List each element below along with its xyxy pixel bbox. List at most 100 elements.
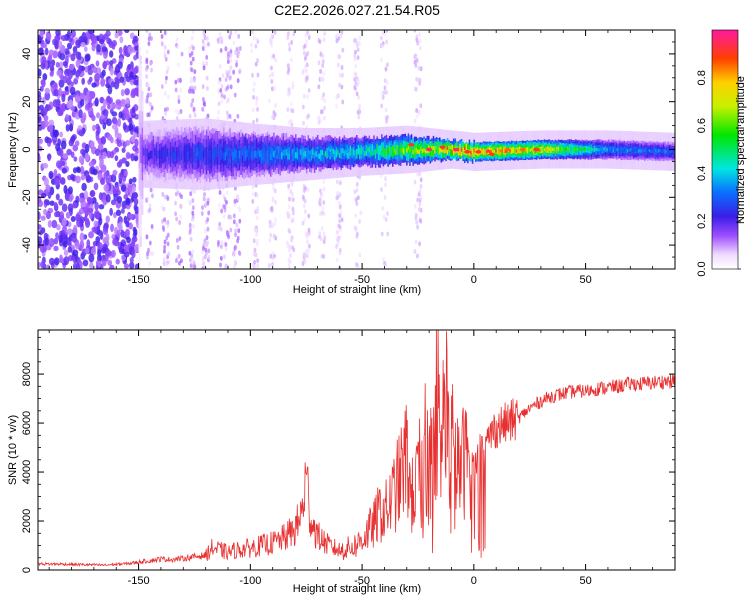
spectrogram-cell xyxy=(305,249,308,254)
spectrogram-cell xyxy=(45,210,52,220)
snr-x-axis-title: Height of straight line (km) xyxy=(293,583,421,595)
spectrogram-cell xyxy=(426,148,429,153)
spectrogram-cell xyxy=(338,54,342,60)
spectrogram-cell xyxy=(118,221,123,230)
spectrogram-cell xyxy=(55,61,61,68)
spectrogram-cell xyxy=(190,84,194,90)
spectrogram-cell xyxy=(133,204,138,211)
spectrogram-cell xyxy=(225,190,229,196)
spectrogram-cell xyxy=(302,203,306,209)
spectrogram-cell xyxy=(528,148,530,152)
spectrogram-cell xyxy=(335,257,339,263)
spectrogram-cell xyxy=(503,148,505,152)
spectrogram-cell xyxy=(88,30,94,35)
spectrogram-cell xyxy=(58,198,64,206)
spectrogram-cell xyxy=(351,148,353,154)
spectrogram-cell xyxy=(601,148,604,152)
spectrogram-cell xyxy=(485,150,488,154)
spectrogram-cell xyxy=(253,81,256,87)
spectrogram-cell xyxy=(451,144,454,152)
colorbar-gradient xyxy=(711,29,739,270)
spectrogram-cell xyxy=(273,30,277,35)
spectrogram-cell xyxy=(346,152,349,158)
spectrogram-cell xyxy=(66,148,73,156)
spectrogram-cell xyxy=(205,36,209,42)
spectrogram-cell xyxy=(198,150,200,160)
spectrogram-cell xyxy=(269,253,273,259)
spectrogram-cell xyxy=(232,69,236,75)
spectrogram-cell xyxy=(162,206,166,212)
spectrogram-cell xyxy=(189,60,193,66)
spectrogram-cell xyxy=(592,148,594,152)
spectrogram-cell xyxy=(418,149,421,155)
spectrogram-cell xyxy=(84,54,90,62)
spectrogram-cell xyxy=(274,199,277,205)
spectrogram-cell xyxy=(334,151,336,157)
spectrogram-cell xyxy=(329,151,332,158)
spectrogram-cell xyxy=(251,191,255,197)
spectrogram-cell xyxy=(252,35,256,41)
spectrogram-cell xyxy=(194,152,197,161)
spectrogram-cell xyxy=(252,238,256,244)
spectrogram-cell xyxy=(133,54,138,61)
spectrogram-cell xyxy=(564,147,566,152)
spectrogram-cell xyxy=(255,193,259,199)
spectrogram-cell xyxy=(202,196,206,202)
snr-x-tick-label: -100 xyxy=(239,575,261,587)
spectrogram-cell xyxy=(41,42,48,49)
spectrogram-cell xyxy=(213,149,216,158)
spectrogram-cell xyxy=(100,78,106,87)
spectrogram-cell xyxy=(59,52,66,61)
spectrogram-cell xyxy=(199,150,202,159)
spectrogram-cell xyxy=(559,147,562,151)
spectrogram-cell xyxy=(56,224,61,231)
spectrogram-cell xyxy=(254,150,256,158)
spectrogram-cell xyxy=(386,231,390,237)
spectrogram-cell xyxy=(94,201,99,211)
spectrogram-cell xyxy=(363,151,366,156)
spectrogram-cell xyxy=(49,64,55,72)
spectrogram-cell xyxy=(226,97,230,103)
spectrogram-cell xyxy=(68,196,73,203)
spectrogram-cell xyxy=(101,259,107,267)
spectrogram-cell xyxy=(124,30,130,34)
spectrogram-cell xyxy=(226,73,230,78)
spectrogram-cell xyxy=(201,46,205,52)
spectrogram-cell xyxy=(545,147,547,151)
spectrogram-cell xyxy=(165,151,167,160)
spectrogram-cell xyxy=(164,194,167,200)
spectrogram-cell xyxy=(148,261,151,266)
spectrogram-cell xyxy=(251,72,254,78)
spectrogram-cell xyxy=(216,148,219,157)
spectrogram-cell xyxy=(251,184,255,190)
spectrogram-cell xyxy=(282,149,285,157)
spectrogram-cell xyxy=(341,148,344,159)
spectrogram-cell xyxy=(188,46,192,51)
spectrogram-cell xyxy=(174,79,178,85)
spectrogram-cell xyxy=(254,209,258,215)
spectrogram-cell xyxy=(509,149,511,153)
spectrogram-cell xyxy=(353,225,357,231)
spectrogram-cell xyxy=(220,98,224,104)
spectrogram-cell xyxy=(96,112,101,119)
spectrogram-cell xyxy=(354,38,358,43)
spectrogram-cell xyxy=(305,234,309,239)
spectrogram-cell xyxy=(110,81,115,88)
spectrogram-cell xyxy=(191,205,195,211)
spectrogram-cell xyxy=(492,149,494,153)
spectrogram-cell xyxy=(446,147,449,155)
spectrogram-cell xyxy=(97,260,102,268)
spectrogram-cell xyxy=(91,226,97,233)
spectrogram-cell xyxy=(287,264,291,269)
spectrogram-cell xyxy=(468,152,471,156)
spectrogram-cell xyxy=(323,105,326,111)
spectrogram-cell xyxy=(399,147,402,153)
spectrogram-cell xyxy=(354,213,358,219)
spectrogram-cell xyxy=(336,32,340,38)
colorbar-label: Normalized spectral amplitude xyxy=(735,76,747,224)
spectrogram-cell xyxy=(354,72,358,78)
spectrogram-cell xyxy=(238,218,242,224)
spectrogram-cell xyxy=(43,114,49,122)
spectrogram-cell xyxy=(357,95,360,100)
spectrogram-cell xyxy=(109,151,115,159)
